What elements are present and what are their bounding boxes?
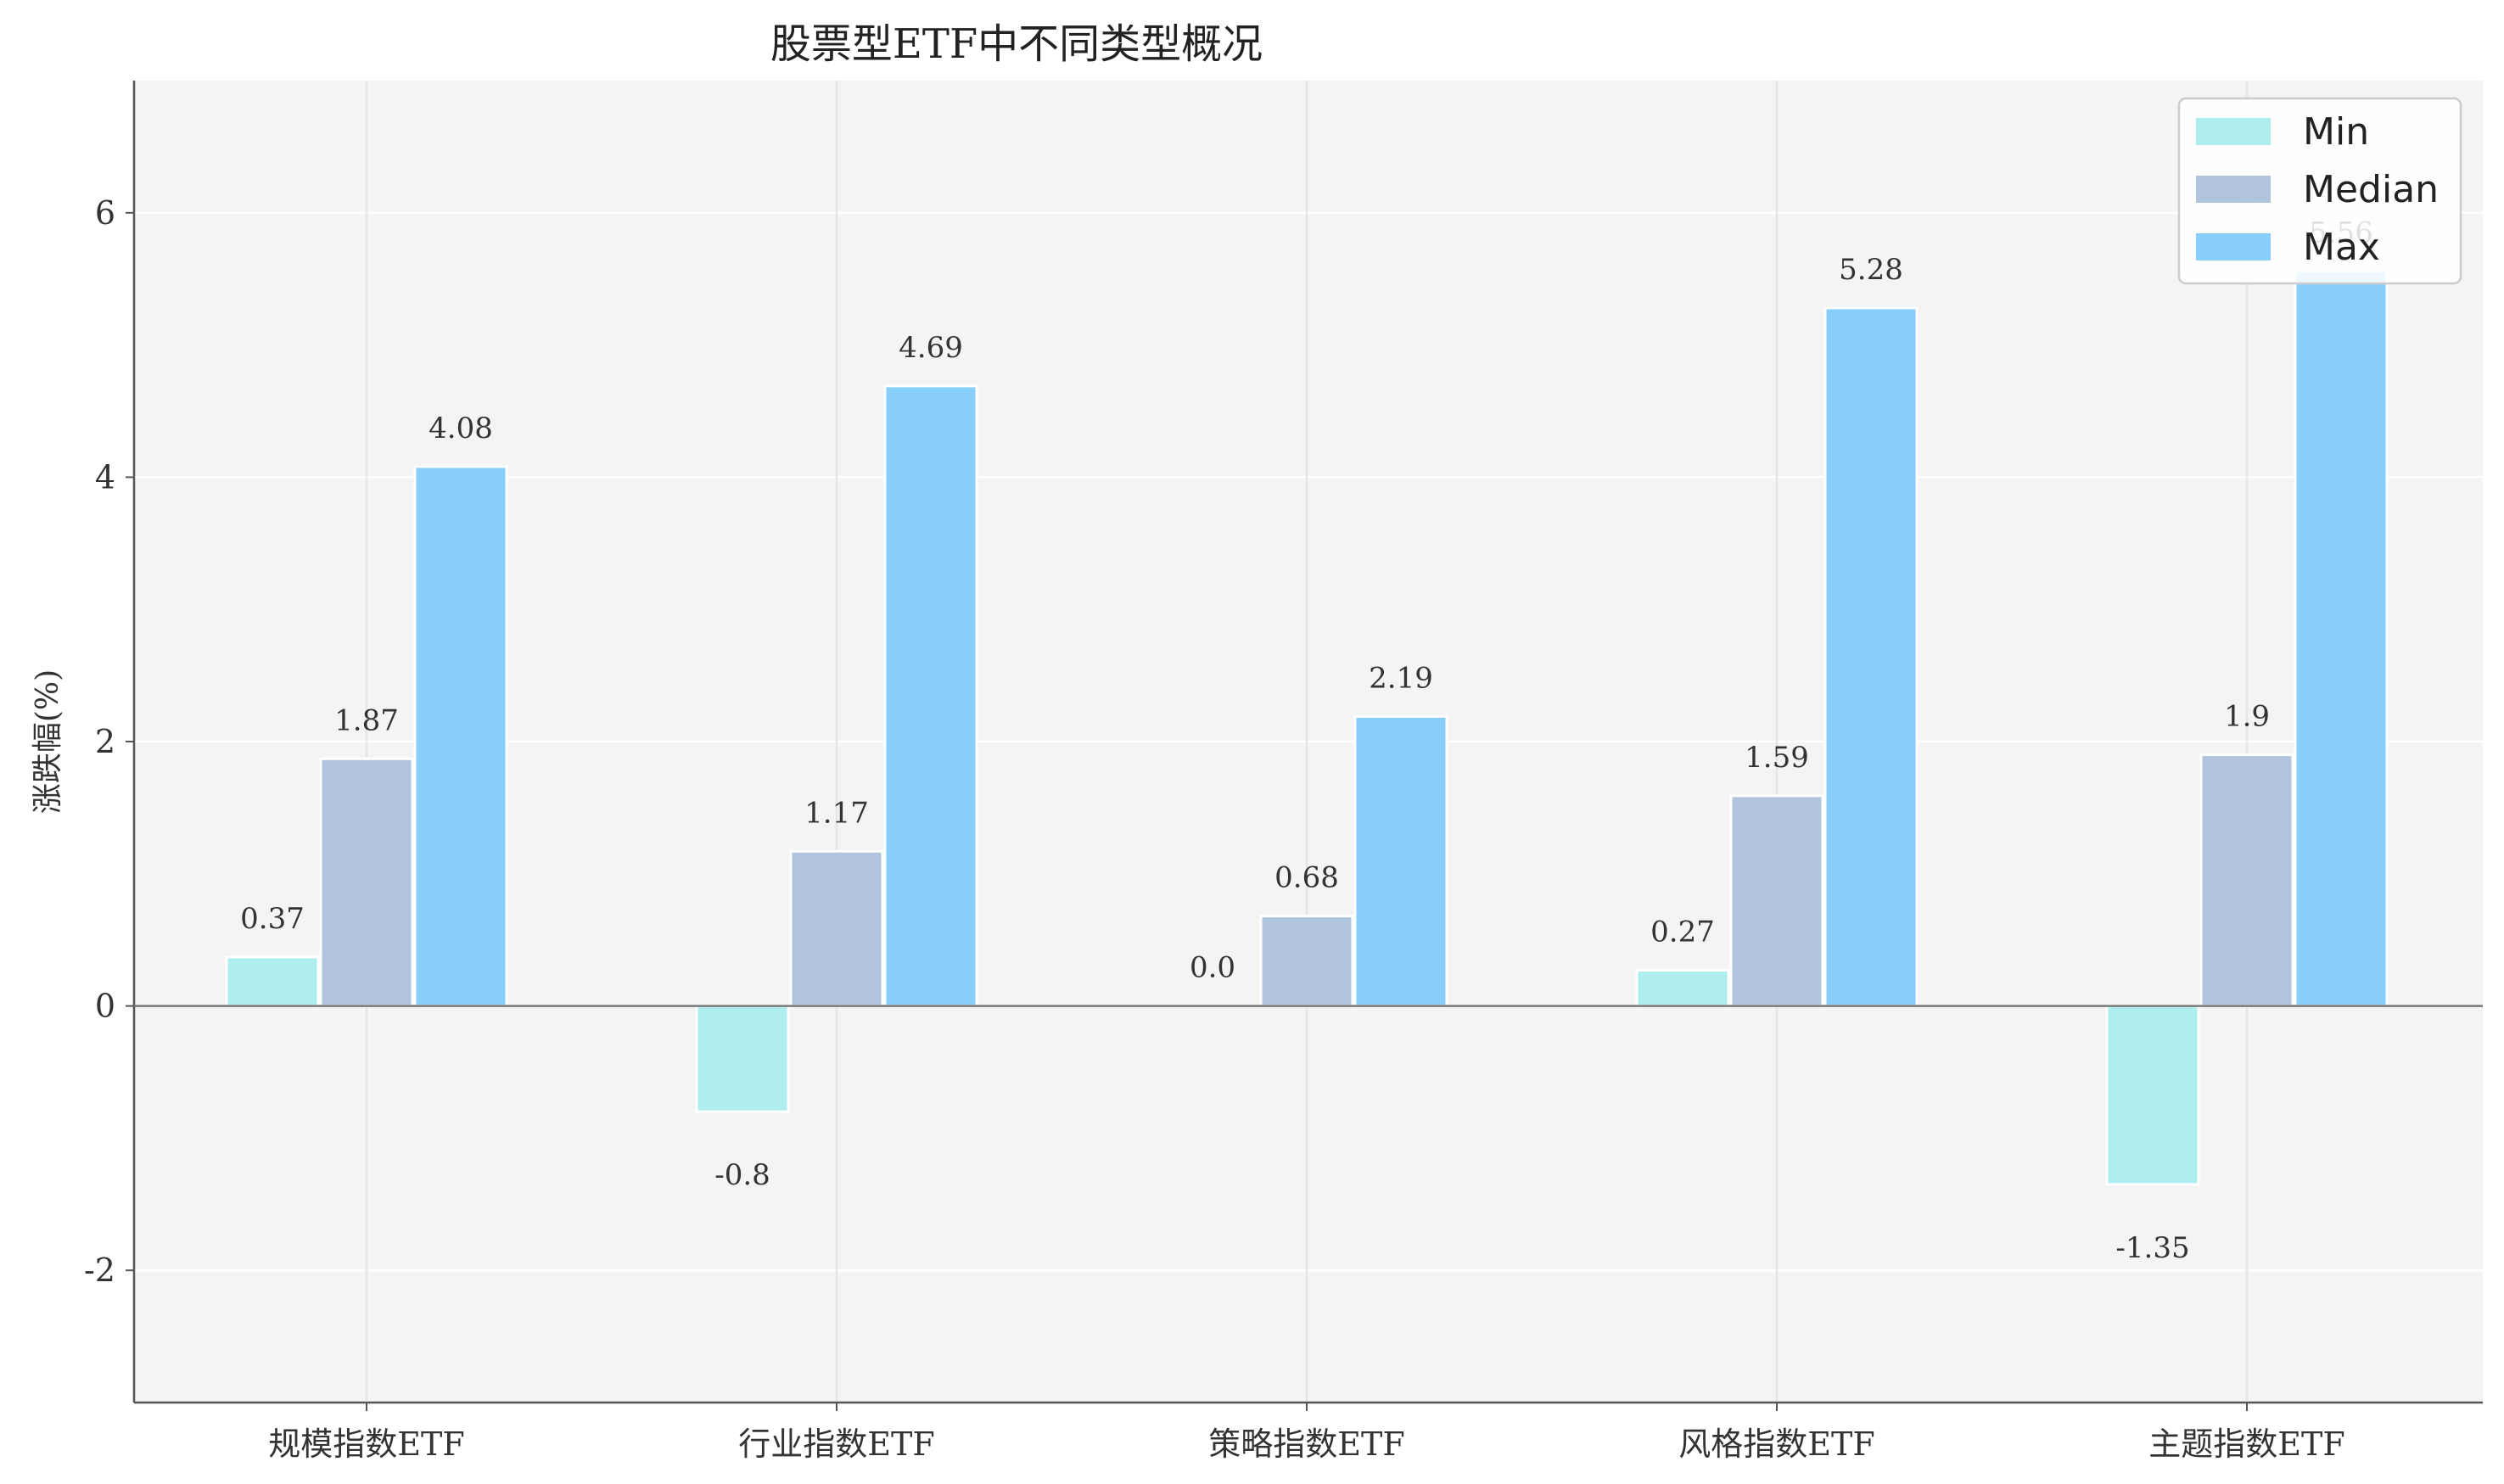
y-tick-label: -2 [84, 1252, 115, 1289]
legend: Min Median Max [2177, 97, 2462, 285]
y-tick-label: 2 [95, 723, 115, 760]
data-label: -0.8 [714, 1158, 770, 1192]
y-axis-label: 涨跌幅(%) [31, 669, 65, 814]
data-label: 1.87 [334, 703, 399, 737]
bar-median [1729, 794, 1824, 1008]
bar-min [2105, 1005, 2200, 1186]
y-tick-label: 0 [95, 988, 115, 1025]
data-label: 4.69 [899, 331, 963, 365]
bar-median [789, 849, 884, 1008]
legend-swatch-max [2196, 233, 2271, 260]
bar-median [1259, 915, 1354, 1008]
data-label: 1.17 [804, 796, 869, 830]
data-label: -1.35 [2115, 1231, 2189, 1265]
data-label: 0.37 [240, 902, 305, 936]
y-tick-label: 6 [95, 194, 115, 232]
bar-max [1353, 714, 1448, 1008]
legend-label: Min [2303, 110, 2369, 154]
gridlines [134, 81, 2483, 1403]
bar-max [883, 384, 978, 1008]
bar-max [413, 465, 508, 1008]
data-label: 5.28 [1839, 253, 1903, 287]
bars [225, 269, 2389, 1186]
legend-label: Max [2303, 226, 2380, 269]
bar-max [1823, 306, 1919, 1008]
legend-label: Median [2303, 168, 2439, 211]
x-tick-label: 策略指数ETF [1208, 1425, 1404, 1463]
x-tick-label: 规模指数ETF [268, 1425, 464, 1463]
y-tick-label: 4 [95, 458, 115, 496]
chart-title: 股票型ETF中不同类型概况 [770, 20, 1263, 68]
x-tick-label: 风格指数ETF [1678, 1425, 1874, 1463]
data-label: 1.9 [2224, 700, 2270, 734]
data-label: 1.59 [1745, 741, 1809, 775]
bar-min [695, 1005, 790, 1113]
x-axis-ticks: 规模指数ETF 行业指数ETF 策略指数ETF 风格指数ETF 主题指数ETF [268, 1403, 2345, 1463]
data-label: 0.0 [1190, 951, 1235, 985]
data-label: 0.68 [1274, 861, 1339, 895]
bar-median [319, 757, 414, 1008]
x-tick-label: 行业指数ETF [738, 1425, 934, 1463]
data-label: 0.27 [1650, 916, 1715, 949]
y-axis-ticks: -2 0 2 4 6 [84, 194, 134, 1289]
legend-swatch-median [2196, 176, 2271, 203]
x-tick-label: 主题指数ETF [2148, 1425, 2344, 1463]
bar-min [1635, 969, 1730, 1008]
bar-min [225, 955, 320, 1008]
legend-swatch-min [2196, 118, 2271, 145]
bar-max [2294, 269, 2389, 1008]
data-label: 2.19 [1369, 661, 1433, 695]
data-labels: 0.37 -0.8 0.0 0.27 -1.35 1.87 1.17 0.68 1.59 1.9 4… [240, 216, 2373, 1265]
data-label: 4.08 [429, 412, 493, 445]
bar-median [2199, 753, 2294, 1008]
